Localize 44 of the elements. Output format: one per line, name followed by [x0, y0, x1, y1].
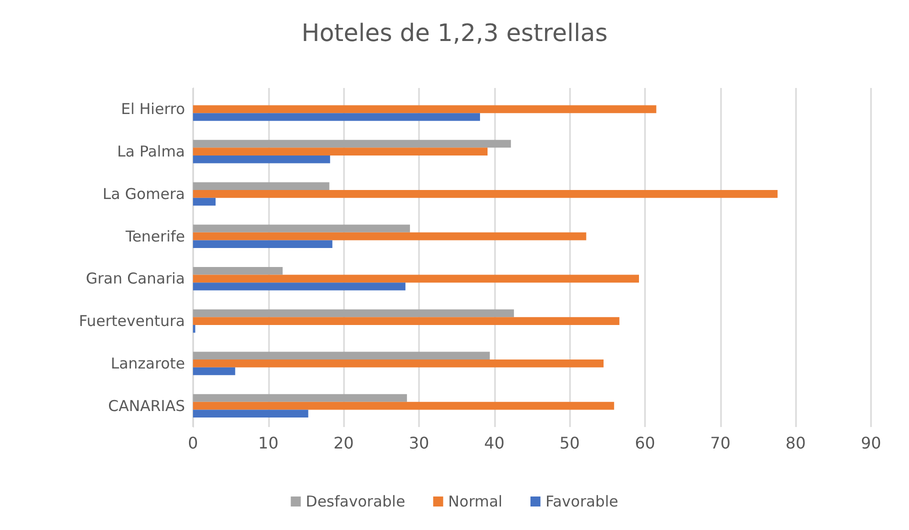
y-tick-label: CANARIAS [108, 396, 185, 415]
bar [193, 105, 656, 114]
x-tick-label: 20 [333, 434, 354, 452]
legend-label: Desfavorable [306, 492, 406, 510]
legend-label: Favorable [545, 492, 618, 510]
bar [193, 402, 614, 410]
bar [193, 274, 639, 283]
y-tick-label: Lanzarote [110, 354, 185, 372]
bar [193, 155, 330, 164]
bar [193, 367, 236, 376]
x-tick-label: 10 [258, 434, 279, 452]
x-tick-label: 40 [484, 434, 505, 452]
bar [193, 360, 604, 368]
x-tick-label: 80 [785, 434, 806, 452]
bar [193, 267, 283, 275]
y-tick-label: Tenerife [124, 227, 185, 246]
y-tick-label: El Hierro [120, 100, 185, 118]
x-tick-label: 30 [408, 434, 430, 452]
bar [193, 113, 480, 121]
y-tick-label: Gran Canaria [86, 270, 185, 288]
x-tick-label: 50 [559, 434, 580, 452]
bar [193, 240, 332, 248]
bar [193, 317, 620, 325]
bar [193, 182, 330, 190]
bar [193, 394, 407, 402]
bar [193, 410, 308, 418]
y-tick-label: Fuerteventura [78, 312, 185, 330]
x-tick-label: 0 [188, 434, 198, 452]
y-tick-label: La Palma [117, 142, 185, 161]
x-tick-label: 70 [710, 434, 731, 452]
bar [193, 232, 586, 240]
bar [193, 198, 216, 206]
legend-label: Normal [448, 492, 502, 510]
bar [193, 148, 488, 156]
chart-title: Hoteles de 1,2,3 estrellas [301, 19, 608, 47]
x-tick-label: 90 [860, 434, 882, 452]
bar [193, 224, 410, 232]
bar [193, 309, 514, 318]
y-tick-label: La Gomera [102, 184, 185, 203]
bar [193, 282, 406, 290]
bar [193, 190, 778, 198]
bar [193, 352, 490, 360]
x-tick-label: 60 [634, 434, 656, 452]
bar [193, 140, 511, 148]
